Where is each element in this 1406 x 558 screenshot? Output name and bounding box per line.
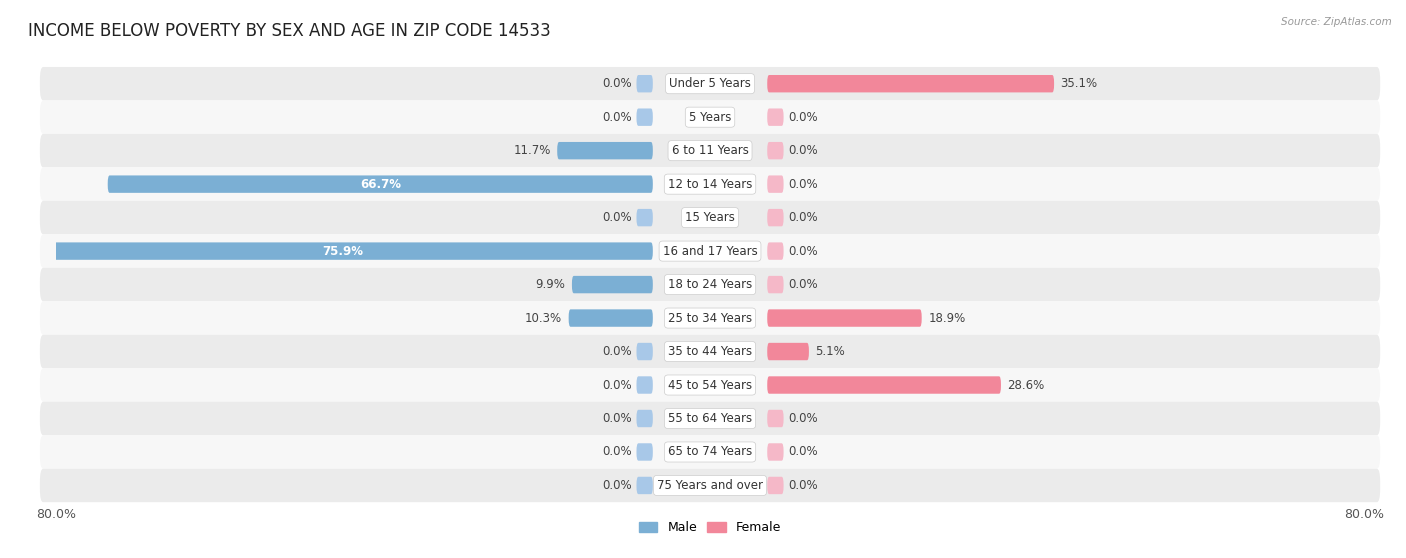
- Text: 75.9%: 75.9%: [322, 244, 363, 258]
- FancyBboxPatch shape: [39, 335, 1381, 368]
- FancyBboxPatch shape: [39, 100, 1381, 134]
- FancyBboxPatch shape: [637, 477, 652, 494]
- Text: 0.0%: 0.0%: [602, 479, 631, 492]
- FancyBboxPatch shape: [39, 67, 1381, 100]
- FancyBboxPatch shape: [637, 376, 652, 394]
- Text: 0.0%: 0.0%: [789, 412, 818, 425]
- FancyBboxPatch shape: [39, 368, 1381, 402]
- Text: 0.0%: 0.0%: [602, 345, 631, 358]
- Text: 11.7%: 11.7%: [513, 144, 551, 157]
- Text: 75 Years and over: 75 Years and over: [657, 479, 763, 492]
- Text: 0.0%: 0.0%: [789, 479, 818, 492]
- Legend: Male, Female: Male, Female: [634, 517, 786, 540]
- FancyBboxPatch shape: [768, 410, 783, 427]
- FancyBboxPatch shape: [39, 301, 1381, 335]
- Text: 0.0%: 0.0%: [789, 110, 818, 124]
- FancyBboxPatch shape: [768, 242, 783, 260]
- FancyBboxPatch shape: [768, 209, 783, 227]
- FancyBboxPatch shape: [637, 209, 652, 227]
- FancyBboxPatch shape: [108, 175, 652, 193]
- FancyBboxPatch shape: [768, 343, 808, 360]
- Text: 16 and 17 Years: 16 and 17 Years: [662, 244, 758, 258]
- Text: 55 to 64 Years: 55 to 64 Years: [668, 412, 752, 425]
- FancyBboxPatch shape: [637, 443, 652, 461]
- Text: 18.9%: 18.9%: [928, 311, 966, 325]
- Text: 45 to 54 Years: 45 to 54 Years: [668, 378, 752, 392]
- Text: 5 Years: 5 Years: [689, 110, 731, 124]
- Text: 18 to 24 Years: 18 to 24 Years: [668, 278, 752, 291]
- FancyBboxPatch shape: [39, 435, 1381, 469]
- FancyBboxPatch shape: [39, 268, 1381, 301]
- Text: 0.0%: 0.0%: [602, 110, 631, 124]
- FancyBboxPatch shape: [39, 402, 1381, 435]
- Text: 0.0%: 0.0%: [789, 144, 818, 157]
- Text: 12 to 14 Years: 12 to 14 Years: [668, 177, 752, 191]
- Text: 66.7%: 66.7%: [360, 177, 401, 191]
- FancyBboxPatch shape: [637, 343, 652, 360]
- FancyBboxPatch shape: [39, 201, 1381, 234]
- Text: 0.0%: 0.0%: [602, 211, 631, 224]
- Text: 5.1%: 5.1%: [815, 345, 845, 358]
- Text: 0.0%: 0.0%: [602, 378, 631, 392]
- FancyBboxPatch shape: [557, 142, 652, 160]
- FancyBboxPatch shape: [768, 477, 783, 494]
- Text: 6 to 11 Years: 6 to 11 Years: [672, 144, 748, 157]
- Text: 0.0%: 0.0%: [789, 244, 818, 258]
- FancyBboxPatch shape: [768, 443, 783, 461]
- Text: Under 5 Years: Under 5 Years: [669, 77, 751, 90]
- FancyBboxPatch shape: [768, 309, 922, 327]
- Text: 0.0%: 0.0%: [789, 278, 818, 291]
- FancyBboxPatch shape: [32, 242, 652, 260]
- Text: 28.6%: 28.6%: [1008, 378, 1045, 392]
- Text: 0.0%: 0.0%: [789, 445, 818, 459]
- FancyBboxPatch shape: [39, 134, 1381, 167]
- Text: 35 to 44 Years: 35 to 44 Years: [668, 345, 752, 358]
- Text: 0.0%: 0.0%: [789, 211, 818, 224]
- Text: 10.3%: 10.3%: [524, 311, 562, 325]
- FancyBboxPatch shape: [637, 75, 652, 93]
- Text: 25 to 34 Years: 25 to 34 Years: [668, 311, 752, 325]
- FancyBboxPatch shape: [768, 175, 783, 193]
- Text: 0.0%: 0.0%: [789, 177, 818, 191]
- FancyBboxPatch shape: [768, 108, 783, 126]
- Text: 15 Years: 15 Years: [685, 211, 735, 224]
- FancyBboxPatch shape: [568, 309, 652, 327]
- Text: INCOME BELOW POVERTY BY SEX AND AGE IN ZIP CODE 14533: INCOME BELOW POVERTY BY SEX AND AGE IN Z…: [28, 22, 551, 40]
- Text: 65 to 74 Years: 65 to 74 Years: [668, 445, 752, 459]
- Text: Source: ZipAtlas.com: Source: ZipAtlas.com: [1281, 17, 1392, 27]
- Text: 9.9%: 9.9%: [536, 278, 565, 291]
- Text: 0.0%: 0.0%: [602, 445, 631, 459]
- FancyBboxPatch shape: [637, 108, 652, 126]
- Text: 0.0%: 0.0%: [602, 77, 631, 90]
- FancyBboxPatch shape: [39, 234, 1381, 268]
- Text: 0.0%: 0.0%: [602, 412, 631, 425]
- Text: 35.1%: 35.1%: [1060, 77, 1098, 90]
- FancyBboxPatch shape: [768, 142, 783, 160]
- FancyBboxPatch shape: [39, 167, 1381, 201]
- FancyBboxPatch shape: [637, 410, 652, 427]
- FancyBboxPatch shape: [572, 276, 652, 294]
- FancyBboxPatch shape: [39, 469, 1381, 502]
- FancyBboxPatch shape: [768, 376, 1001, 394]
- FancyBboxPatch shape: [768, 75, 1054, 93]
- FancyBboxPatch shape: [768, 276, 783, 294]
